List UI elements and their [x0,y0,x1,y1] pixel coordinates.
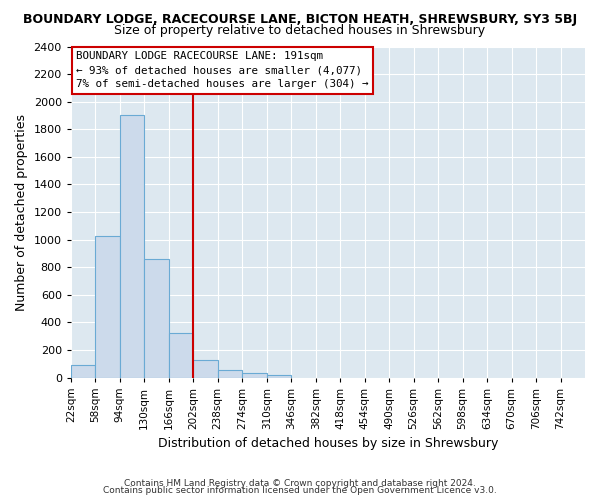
Text: Contains HM Land Registry data © Crown copyright and database right 2024.: Contains HM Land Registry data © Crown c… [124,478,476,488]
Text: Contains public sector information licensed under the Open Government Licence v3: Contains public sector information licen… [103,486,497,495]
Bar [267,375,291,378]
Bar [242,372,267,378]
Bar [193,360,218,378]
Text: Size of property relative to detached houses in Shrewsbury: Size of property relative to detached ho… [115,24,485,37]
X-axis label: Distribution of detached houses by size in Shrewsbury: Distribution of detached houses by size … [158,437,498,450]
Bar [144,259,169,378]
Bar [95,236,120,378]
Bar [71,365,95,378]
Text: BOUNDARY LODGE, RACECOURSE LANE, BICTON HEATH, SHREWSBURY, SY3 5BJ: BOUNDARY LODGE, RACECOURSE LANE, BICTON … [23,12,577,26]
Bar [120,116,144,378]
Bar [169,332,193,378]
Text: BOUNDARY LODGE RACECOURSE LANE: 191sqm
← 93% of detached houses are smaller (4,0: BOUNDARY LODGE RACECOURSE LANE: 191sqm ←… [76,52,368,90]
Bar [218,370,242,378]
Y-axis label: Number of detached properties: Number of detached properties [15,114,28,310]
